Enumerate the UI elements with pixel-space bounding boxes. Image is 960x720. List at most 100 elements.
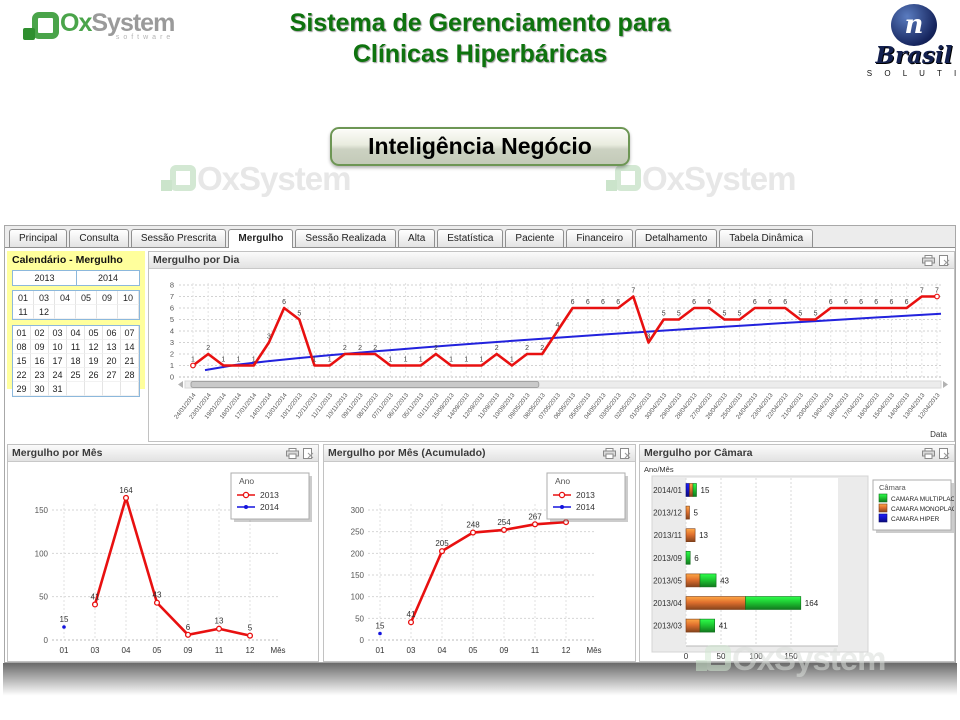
svg-text:1: 1	[419, 357, 423, 364]
calendar-day-empty	[85, 382, 103, 396]
svg-text:6: 6	[874, 299, 878, 306]
calendar-month-05[interactable]: 05	[76, 291, 97, 305]
svg-text:6: 6	[170, 304, 174, 313]
calendar-year-2013[interactable]: 2013	[34, 273, 55, 283]
calendar-day-27[interactable]: 27	[103, 368, 121, 382]
panel-mergulho-por-mes-acumulado: Mergulho por Mês (Acumulado) 0 50 100 150 20…	[323, 444, 636, 662]
print-icon[interactable]	[603, 447, 616, 459]
calendar-day-04[interactable]: 04	[67, 326, 85, 340]
svg-text:2: 2	[540, 345, 544, 352]
calendar-panel: Calendário - Mergulho 2013 2014 01 03 04 05 0…	[7, 251, 145, 397]
daily-chart-scrollbar	[178, 380, 948, 389]
svg-text:4: 4	[555, 322, 559, 329]
svg-text:250: 250	[351, 528, 365, 537]
export-icon[interactable]	[620, 447, 631, 459]
calendar-day-09[interactable]: 09	[31, 340, 49, 354]
calendar-day-19[interactable]: 19	[85, 354, 103, 368]
calendar-day-05[interactable]: 05	[85, 326, 103, 340]
tab-principal[interactable]: Principal	[9, 229, 68, 247]
calendar-day-02[interactable]: 02	[31, 326, 49, 340]
svg-text:2013/03: 2013/03	[653, 622, 682, 631]
calendar-day-21[interactable]: 21	[121, 354, 139, 368]
calendar-day-22[interactable]: 22	[13, 368, 31, 382]
calendar-day-08[interactable]: 08	[13, 340, 31, 354]
calendar-year-2014[interactable]: 2014	[76, 271, 139, 285]
tab-estatística[interactable]: Estatística	[437, 229, 504, 247]
print-icon[interactable]	[922, 254, 935, 266]
tab-mergulho[interactable]: Mergulho	[228, 229, 294, 248]
scrollbar-left-arrow[interactable]	[178, 381, 183, 388]
calendar-day-28[interactable]: 28	[121, 368, 139, 382]
calendar-day-30[interactable]: 30	[31, 382, 49, 396]
scrollbar-thumb[interactable]	[190, 381, 540, 388]
svg-text:2013/05: 2013/05	[653, 576, 682, 585]
calendar-day-10[interactable]: 10	[49, 340, 67, 354]
inteligencia-negocio-button[interactable]: Inteligência Negócio	[330, 127, 630, 166]
print-icon[interactable]	[922, 447, 935, 459]
svg-text:13: 13	[215, 617, 224, 626]
tab-alta[interactable]: Alta	[398, 229, 436, 247]
panel-header: Mergulho por Mês (Acumulado)	[324, 445, 635, 462]
svg-text:2014: 2014	[576, 502, 595, 512]
scrollbar-right-arrow[interactable]	[943, 381, 948, 388]
calendar-day-17[interactable]: 17	[49, 354, 67, 368]
page-title-line1: Sistema de Gerenciamento para	[289, 9, 671, 37]
svg-text:CAMARA MULTIPLACE: CAMARA MULTIPLACE	[891, 496, 954, 503]
calendar-day-24[interactable]: 24	[49, 368, 67, 382]
svg-text:164: 164	[119, 486, 133, 495]
daily-series-line	[191, 295, 939, 367]
calendar-day-01[interactable]: 01	[13, 326, 31, 340]
tab-detalhamento[interactable]: Detalhamento	[635, 229, 718, 247]
calendar-day-20[interactable]: 20	[103, 354, 121, 368]
calendar-day-03[interactable]: 03	[49, 326, 67, 340]
tab-sessão-prescrita[interactable]: Sessão Prescrita	[130, 229, 227, 247]
svg-text:11: 11	[531, 646, 540, 655]
calendar-day-15[interactable]: 15	[13, 354, 31, 368]
calendar-day-13[interactable]: 13	[103, 340, 121, 354]
calendar-day-14[interactable]: 14	[121, 340, 139, 354]
calendar-day-12[interactable]: 12	[85, 340, 103, 354]
calendar-day-31[interactable]: 31	[49, 382, 67, 396]
bar-segment-camara-hiper	[685, 483, 690, 497]
oxsystem-logo-icon	[22, 10, 59, 44]
oxsystem-watermark-icon	[605, 163, 641, 195]
calendar-month-12[interactable]: 12	[34, 305, 55, 319]
calendar-day-23[interactable]: 23	[31, 368, 49, 382]
calendar-month-09[interactable]: 09	[97, 291, 118, 305]
svg-text:6: 6	[905, 299, 909, 306]
svg-text:CAMARA HIPER: CAMARA HIPER	[891, 516, 940, 523]
calendar-month-03[interactable]: 03	[34, 291, 55, 305]
svg-text:1: 1	[252, 357, 256, 364]
tab-consulta[interactable]: Consulta	[69, 229, 129, 247]
tab-financeiro[interactable]: Financeiro	[566, 229, 634, 247]
tab-tabela-dinâmica[interactable]: Tabela Dinâmica	[719, 229, 814, 247]
panel-header: Mergulho por Dia	[149, 252, 954, 269]
svg-text:2: 2	[434, 345, 438, 352]
calendar-day-11[interactable]: 11	[67, 340, 85, 354]
calendar-day-29[interactable]: 29	[13, 382, 31, 396]
svg-text:6: 6	[601, 299, 605, 306]
svg-text:150: 150	[784, 652, 798, 661]
print-icon[interactable]	[286, 447, 299, 459]
calendar-month-10[interactable]: 10	[118, 291, 139, 305]
svg-text:03: 03	[407, 646, 416, 655]
tab-paciente[interactable]: Paciente	[505, 229, 565, 247]
calendar-month-01[interactable]: 01	[13, 291, 34, 305]
export-icon[interactable]	[939, 447, 950, 459]
export-icon[interactable]	[303, 447, 314, 459]
calendar-day-07[interactable]: 07	[121, 326, 139, 340]
calendar-month-04[interactable]: 04	[55, 291, 76, 305]
legend: Câmara CAMARA MULTIPLACE CAMARA MONOPLACE C…	[872, 479, 960, 533]
calendar-day-25[interactable]: 25	[67, 368, 85, 382]
svg-text:1: 1	[404, 357, 408, 364]
calendar-month-11[interactable]: 11	[13, 305, 34, 319]
calendar-day-18[interactable]: 18	[67, 354, 85, 368]
calendar-day-26[interactable]: 26	[85, 368, 103, 382]
oxsystem-watermark-icon	[695, 643, 731, 675]
calendar-day-06[interactable]: 06	[103, 326, 121, 340]
bar-segment-camara-monoplace	[685, 618, 701, 633]
tab-sessão-realizada[interactable]: Sessão Realizada	[295, 229, 397, 247]
export-icon[interactable]	[939, 254, 950, 266]
svg-text:200: 200	[351, 549, 365, 558]
calendar-day-16[interactable]: 16	[31, 354, 49, 368]
